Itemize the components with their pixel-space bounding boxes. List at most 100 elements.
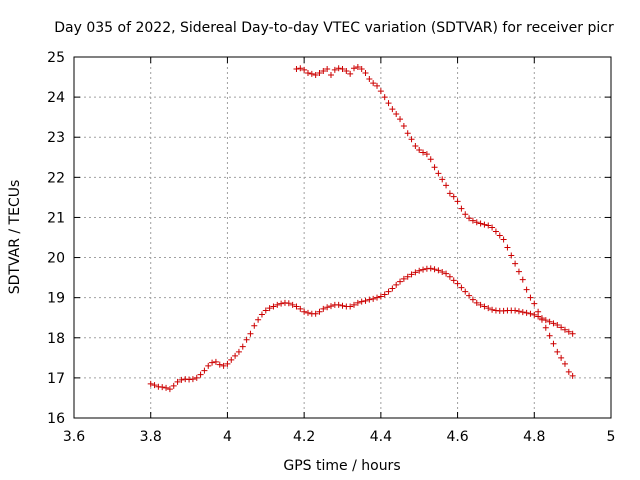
data-point	[170, 382, 177, 389]
data-point	[538, 316, 545, 323]
data-point	[289, 301, 296, 308]
data-point	[320, 68, 327, 75]
x-tick-label: 3.6	[63, 429, 85, 445]
axis-ticks: 3.6 3.8 4 4.2 4.4 4.6 4.8 5 16 17 18 19 20 21 22 23 24 25	[47, 50, 615, 445]
data-point	[205, 362, 212, 369]
data-point	[412, 143, 419, 150]
data-point	[278, 300, 285, 307]
data-point	[466, 215, 473, 222]
data-point	[469, 217, 476, 224]
data-point	[462, 211, 469, 218]
data-point	[404, 130, 411, 137]
data-point	[362, 70, 369, 77]
data-point	[304, 309, 311, 316]
chart-title: Day 035 of 2022, Sidereal Day-to-day VTE…	[54, 20, 614, 36]
data-point	[512, 307, 519, 314]
data-point	[477, 220, 484, 227]
data-point	[527, 310, 534, 317]
data-point	[374, 82, 381, 89]
data-point	[561, 326, 568, 333]
data-point	[515, 308, 522, 315]
data-point	[243, 336, 250, 343]
data-point	[351, 301, 358, 308]
data-point	[435, 267, 442, 274]
data-point	[458, 284, 465, 291]
data-point	[327, 303, 334, 310]
data-point	[458, 205, 465, 212]
data-point	[224, 360, 231, 367]
data-point	[389, 285, 396, 292]
data-point	[343, 68, 350, 75]
data-point	[450, 193, 457, 200]
data-point	[297, 65, 304, 72]
y-axis-label: SDTVAR / TECUs	[7, 180, 23, 295]
data-point	[554, 348, 561, 355]
data-point	[446, 273, 453, 280]
data-point	[347, 303, 354, 310]
data-point	[266, 305, 273, 312]
data-point	[377, 88, 384, 95]
data-point	[477, 301, 484, 308]
data-point	[201, 367, 208, 374]
data-point	[197, 371, 204, 378]
data-point	[166, 386, 173, 393]
data-point	[481, 221, 488, 228]
data-point	[385, 288, 392, 295]
data-point	[247, 330, 254, 337]
data-point	[366, 296, 373, 303]
x-tick-label: 4	[223, 429, 232, 445]
data-point	[531, 300, 538, 307]
data-point	[339, 302, 346, 309]
x-tick-label: 5	[607, 429, 616, 445]
data-point	[397, 278, 404, 285]
x-tick-label: 4.6	[446, 429, 468, 445]
data-point	[423, 151, 430, 158]
data-point	[327, 72, 334, 79]
grid	[74, 57, 611, 418]
data-point	[358, 66, 365, 73]
data-point	[431, 164, 438, 171]
y-tick-label: 25	[47, 50, 65, 66]
data-point	[209, 359, 216, 366]
data-point	[446, 190, 453, 197]
data-point	[558, 354, 565, 361]
data-point	[535, 308, 542, 315]
data-point	[400, 275, 407, 282]
data-point	[270, 303, 277, 310]
data-point	[523, 309, 530, 316]
data-point	[400, 122, 407, 129]
data-point	[370, 295, 377, 302]
data-point	[335, 65, 342, 72]
data-point	[239, 343, 246, 350]
data-point	[189, 376, 196, 383]
data-point	[454, 280, 461, 287]
data-point	[527, 294, 534, 301]
data-point	[381, 94, 388, 101]
data-point	[397, 116, 404, 123]
data-point	[454, 198, 461, 205]
data-point	[466, 292, 473, 299]
data-point	[550, 340, 557, 347]
data-point	[228, 356, 235, 363]
data-point	[508, 252, 515, 259]
data-point	[504, 244, 511, 251]
series-group	[293, 64, 576, 379]
data-point	[178, 376, 185, 383]
data-point	[443, 182, 450, 189]
data-point	[335, 301, 342, 308]
data-point	[404, 273, 411, 280]
data-point	[531, 311, 538, 318]
data-point	[523, 286, 530, 293]
data-point	[377, 293, 384, 300]
data-point	[347, 70, 354, 77]
data-point	[515, 268, 522, 275]
data-point	[512, 260, 519, 267]
data-point	[304, 70, 311, 77]
data-point	[301, 66, 308, 73]
y-tick-label: 21	[47, 210, 65, 226]
y-tick-label: 24	[47, 90, 65, 106]
data-point	[232, 352, 239, 359]
data-point	[489, 224, 496, 231]
data-point	[558, 324, 565, 331]
data-point	[316, 308, 323, 315]
